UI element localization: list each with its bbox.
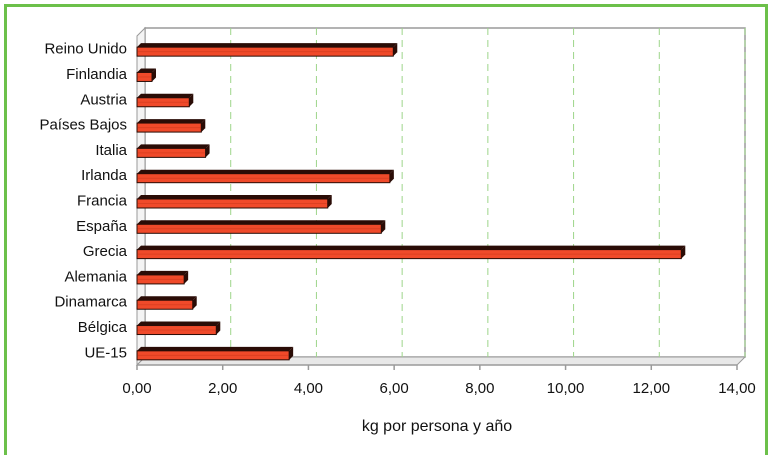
category-label: Reino Unido — [44, 41, 127, 58]
category-label: Finlandia — [66, 66, 128, 83]
bar-end-face — [189, 93, 194, 107]
bar-end-face — [205, 144, 210, 158]
x-tick-label: 4,00 — [294, 380, 323, 397]
x-tick-label: 2,00 — [208, 380, 237, 397]
x-axis-title: kg por persona y año — [362, 418, 512, 435]
bar-end-face — [152, 68, 156, 82]
bar-end-face — [184, 270, 189, 284]
bar-top-face — [137, 144, 210, 149]
bar-end-face — [327, 195, 332, 208]
bar-top-face — [137, 296, 197, 301]
category-label: Irlanda — [81, 167, 128, 184]
chart-frame — [4, 4, 768, 455]
bar-end-face — [192, 296, 197, 310]
bar-end-face — [289, 346, 294, 360]
x-tick-label: 0,00 — [122, 380, 151, 397]
x-tick-label: 12,00 — [633, 380, 671, 397]
bar-end-face — [216, 321, 221, 335]
bar-top-face — [137, 220, 386, 225]
bar-top-face — [137, 119, 206, 124]
category-label: España — [76, 218, 128, 235]
bar-top-face — [137, 68, 156, 73]
category-label: Italia — [95, 142, 127, 159]
bar-top-face — [137, 43, 398, 48]
category-label: UE-15 — [84, 344, 127, 361]
x-tick-label: 14,00 — [718, 380, 756, 397]
x-tick-label: 8,00 — [465, 380, 494, 397]
bar-end-face — [389, 169, 394, 183]
bar-end-face — [381, 220, 386, 234]
bar-end-face — [681, 245, 686, 259]
bar-top-face — [137, 93, 194, 98]
category-label: Bélgica — [78, 319, 128, 336]
bar-end-face — [201, 119, 206, 133]
category-label: Francia — [77, 193, 128, 210]
x-tick-label: 6,00 — [380, 380, 409, 397]
bar-top-face — [137, 245, 686, 250]
category-label: Alemania — [64, 268, 127, 285]
plot-back-wall — [144, 27, 746, 358]
category-label: Dinamarca — [54, 294, 127, 311]
category-label: Austria — [80, 91, 127, 108]
x-tick-label: 10,00 — [547, 380, 585, 397]
bar-top-face — [137, 270, 189, 275]
bar-top-face — [137, 169, 394, 174]
bar-top-face — [137, 195, 332, 199]
bar-top-face — [137, 346, 294, 351]
bar-end-face — [393, 43, 398, 57]
category-label: Grecia — [83, 243, 128, 260]
bar-top-face — [137, 321, 221, 326]
category-label: Países Bajos — [39, 117, 127, 134]
